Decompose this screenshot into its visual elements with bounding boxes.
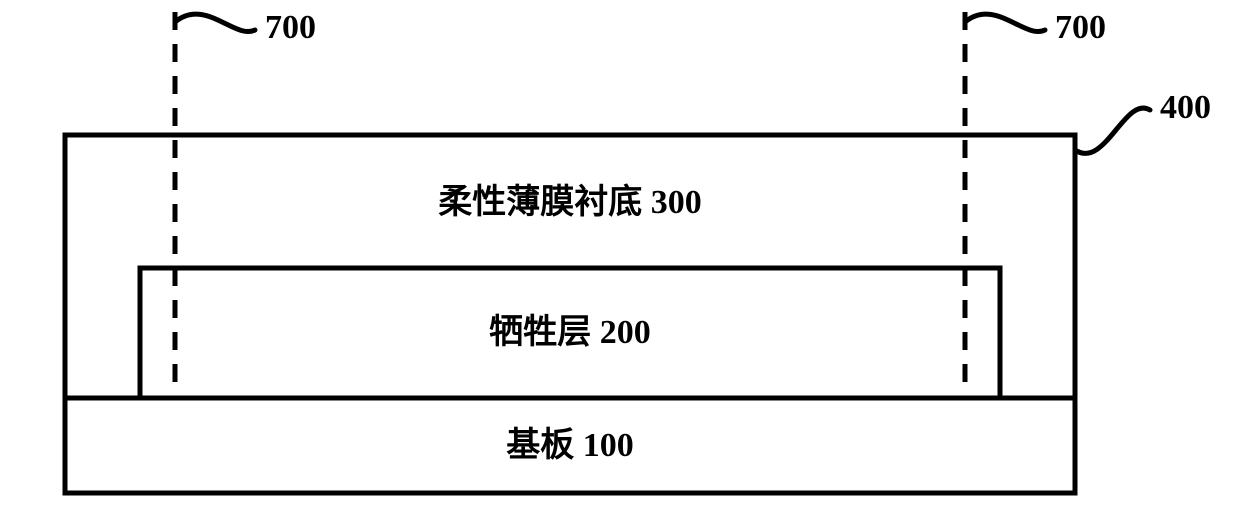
label-base-substrate: 基板 100: [506, 426, 634, 464]
callout-400-leader: [1075, 108, 1150, 153]
label-sacrificial: 牺牲层 200: [489, 313, 651, 351]
callout-700-left-leader: [175, 14, 255, 31]
callout-700-right-label: 700: [1055, 9, 1106, 46]
callout-700-right-leader: [965, 14, 1045, 31]
label-flexible-substrate: 柔性薄膜衬底 300: [438, 183, 702, 221]
callout-700-left-label: 700: [265, 9, 316, 46]
callout-400-label: 400: [1160, 89, 1211, 126]
